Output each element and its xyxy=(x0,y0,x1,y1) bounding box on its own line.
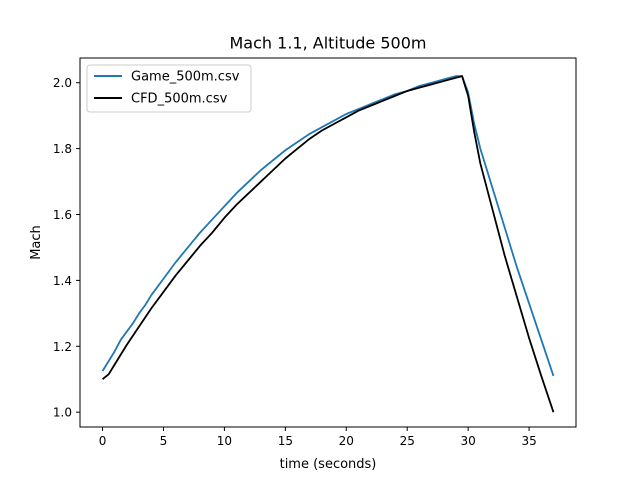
series-layer xyxy=(101,75,555,413)
y-tick-label: 1.4 xyxy=(53,274,72,288)
y-tick-label: 1.6 xyxy=(53,208,72,222)
legend-label-cfd: CFD_500m.csv xyxy=(131,92,228,107)
x-tick-label: 15 xyxy=(278,434,293,448)
legend: Game_500m.csv CFD_500m.csv xyxy=(86,64,252,113)
y-axis-label: Mach xyxy=(29,225,44,260)
series-line-0 xyxy=(101,75,555,377)
x-tick-label: 25 xyxy=(400,434,415,448)
y-tick-label: 2.0 xyxy=(53,76,72,90)
x-tick-label: 35 xyxy=(521,434,536,448)
x-tick-label: 0 xyxy=(99,434,107,448)
x-tick-label: 20 xyxy=(339,434,354,448)
legend-label-game: Game_500m.csv xyxy=(131,70,240,85)
y-tick-label: 1.2 xyxy=(53,340,72,354)
series-line-1 xyxy=(101,75,555,413)
y-axis: 1.0 1.2 1.4 1.6 1.8 2.0 xyxy=(53,76,80,420)
x-axis: 0 5 10 15 20 25 30 35 xyxy=(99,427,537,448)
y-tick-label: 1.0 xyxy=(53,406,72,420)
x-tick-label: 30 xyxy=(461,434,476,448)
chart-title: Mach 1.1, Altitude 500m xyxy=(230,34,427,53)
plot-frame xyxy=(79,57,577,428)
x-tick-label: 5 xyxy=(160,434,168,448)
legend-box xyxy=(86,64,252,113)
plot-background xyxy=(80,58,576,427)
plot-area xyxy=(79,57,577,428)
x-tick-label: 10 xyxy=(217,434,232,448)
y-tick-label: 1.8 xyxy=(53,142,72,156)
x-axis-label: time (seconds) xyxy=(280,457,377,472)
